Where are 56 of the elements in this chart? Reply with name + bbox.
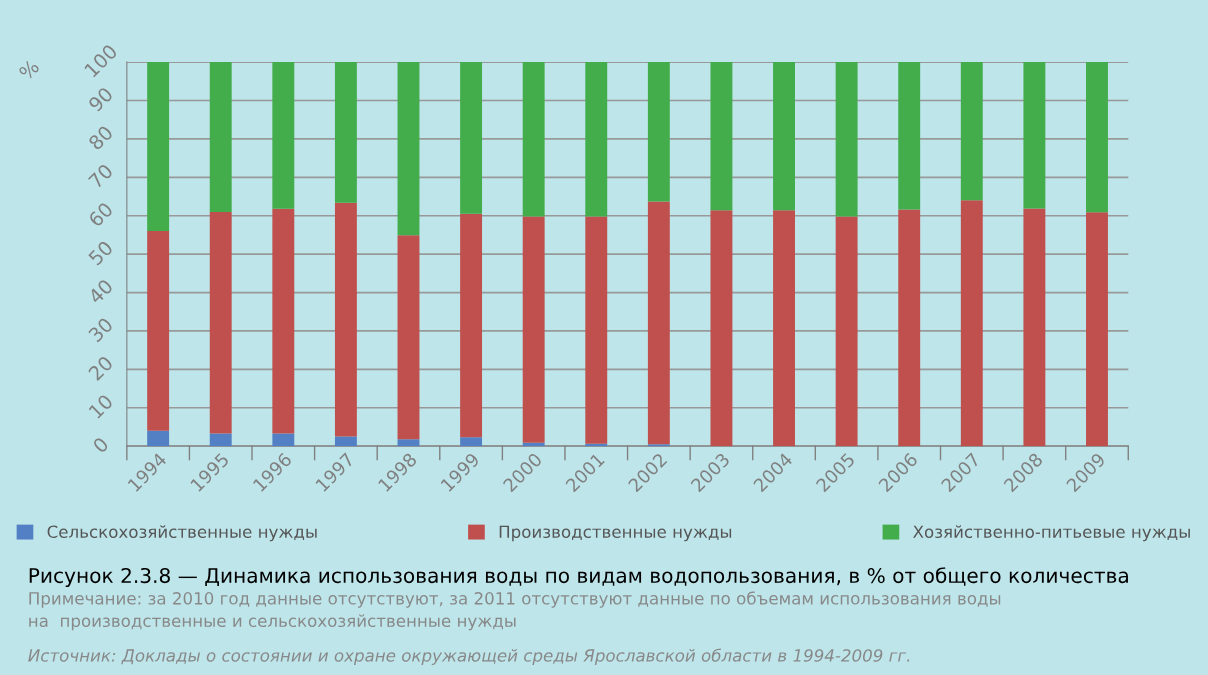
y-tick-label: 90 xyxy=(87,86,114,113)
bar xyxy=(835,216,858,447)
bar xyxy=(835,62,858,217)
bar xyxy=(147,62,170,232)
legend-label: Хозяйственно-питьевые нужды xyxy=(913,525,1190,542)
y-tick-label: 60 xyxy=(87,201,114,228)
y-tick-label: 70 xyxy=(87,163,114,189)
bar xyxy=(460,437,483,447)
bar xyxy=(460,213,483,438)
bar xyxy=(147,430,170,447)
bar xyxy=(898,62,921,210)
bar xyxy=(209,433,232,447)
bar xyxy=(397,439,420,447)
bar xyxy=(272,208,295,434)
text: Источник: Доклады о состоянии и охране окружающей среды Ярославской области в 1994-2009 гг. xyxy=(28,648,910,665)
bar xyxy=(334,62,357,203)
bar xyxy=(1023,62,1046,209)
bar xyxy=(1086,62,1108,213)
bar xyxy=(272,62,295,209)
bar xyxy=(522,216,545,443)
bar xyxy=(460,62,483,214)
bar xyxy=(1023,208,1046,447)
bar xyxy=(397,62,420,236)
bar xyxy=(585,62,608,217)
legend-label: Сельскохозяйственные нужды xyxy=(47,525,317,542)
bar xyxy=(710,62,733,211)
y-tick-label: 20 xyxy=(87,355,114,382)
bar xyxy=(334,202,357,437)
bar xyxy=(1086,212,1108,447)
bar xyxy=(209,211,232,434)
bar xyxy=(898,209,921,447)
y-tick-label: 30 xyxy=(87,316,114,343)
bar xyxy=(272,433,295,447)
bar xyxy=(209,62,232,212)
y-tick-label: 100 xyxy=(83,43,119,78)
bar xyxy=(710,210,733,447)
text: Рисунок 2.3.8 — Динамика использования воды по видам водопользования, в % от общего количества xyxy=(29,567,1128,588)
bar xyxy=(960,200,983,447)
bar xyxy=(960,62,983,201)
y-axis-title: % xyxy=(18,58,40,81)
bar xyxy=(397,235,420,440)
bar xyxy=(647,201,670,445)
bar xyxy=(773,62,795,211)
y-tick-label: 10 xyxy=(88,393,114,419)
bar xyxy=(647,62,670,202)
bar xyxy=(522,62,545,217)
y-tick-label: 50 xyxy=(87,239,114,266)
bar xyxy=(773,210,795,447)
bar xyxy=(334,436,357,447)
y-tick-label: 40 xyxy=(87,278,114,305)
legend-label: Производственные нужды xyxy=(499,525,732,542)
y-tick-label: 80 xyxy=(87,124,114,151)
bar xyxy=(147,231,170,431)
bar xyxy=(585,216,608,444)
text: Примечание: за 2010 год данные отсутствуют, за 2011 отсутствуют данные по объемам использования воды на производственные и сельскохозяйственные нужды xyxy=(29,591,1001,631)
y-tick-label: 0 xyxy=(91,436,110,454)
